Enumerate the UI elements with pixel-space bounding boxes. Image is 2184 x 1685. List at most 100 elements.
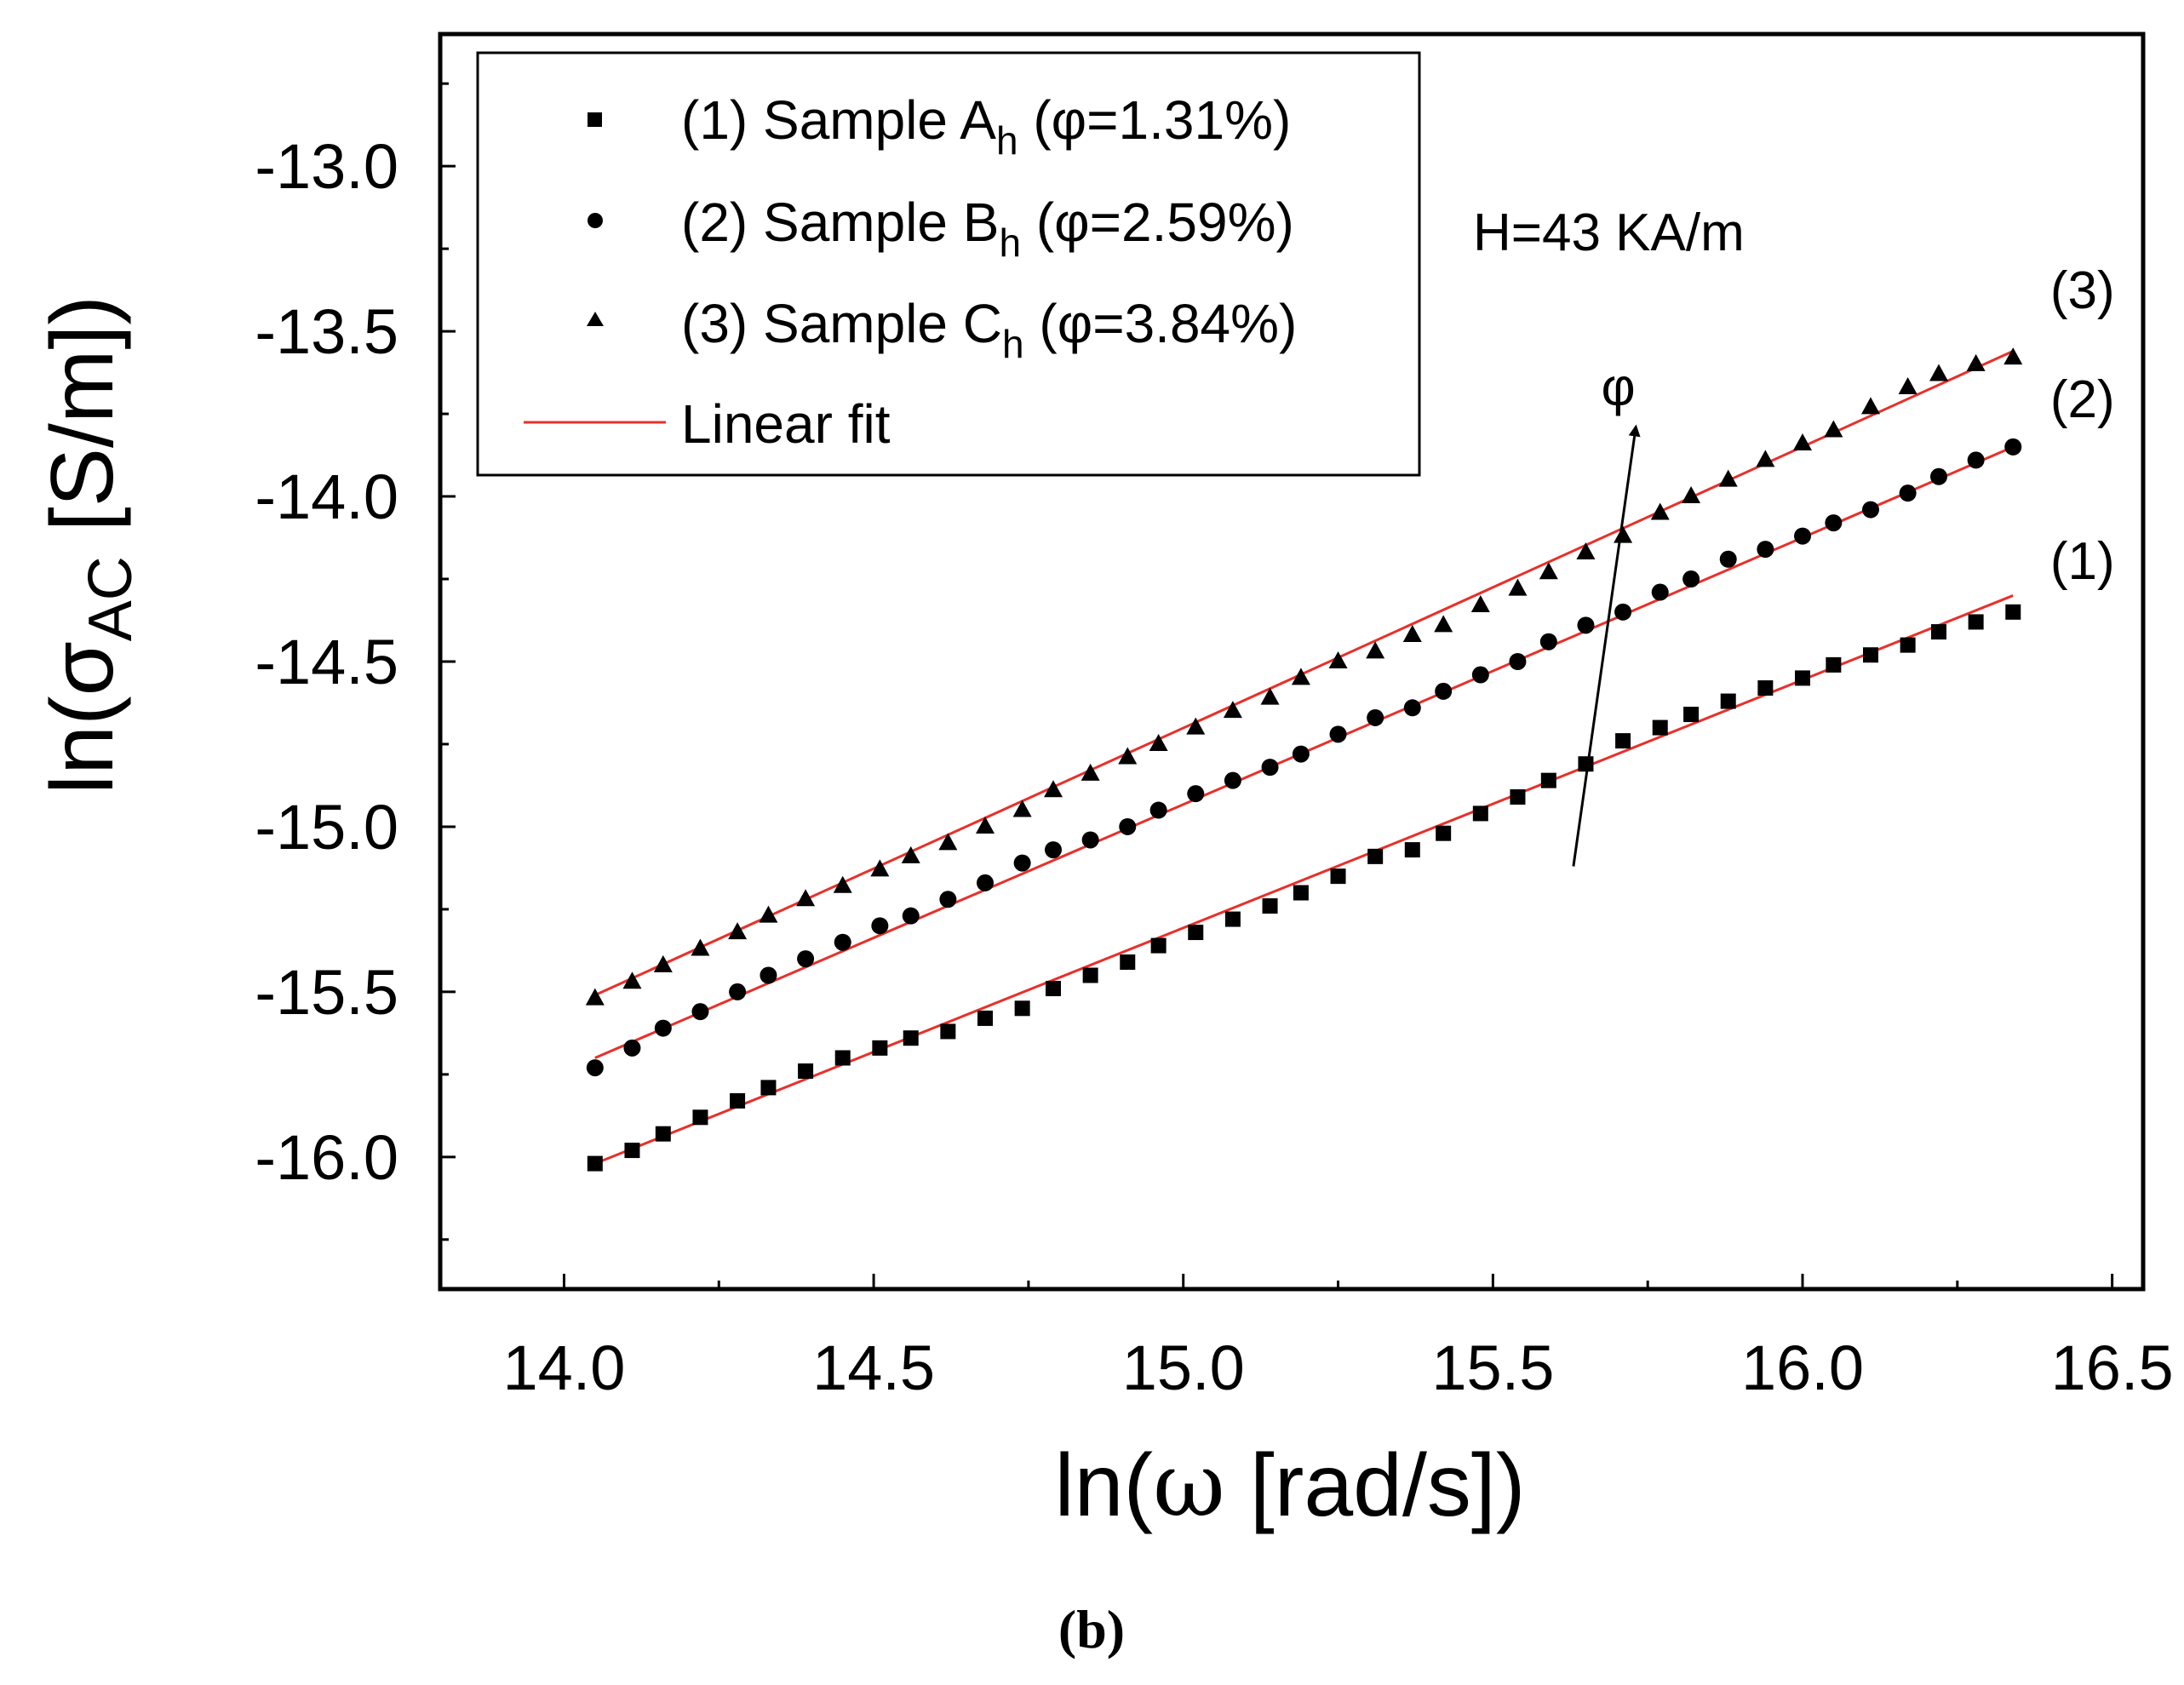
series-1-point — [1795, 670, 1810, 686]
legend-entry-4-prefix: Linear fit — [681, 393, 891, 455]
x-axis-title-symbol: ω — [1153, 1433, 1225, 1537]
y-axis-title-suffix: [S/m]) — [33, 295, 132, 556]
series-2-point — [1045, 841, 1062, 859]
curve-label-2: (2) — [2050, 370, 2115, 429]
series-2-point — [1899, 484, 1917, 502]
series-1-point — [1968, 614, 1984, 630]
series-3-point — [870, 859, 890, 877]
series-2-point — [729, 983, 747, 1000]
series-3-point — [1966, 353, 1986, 371]
legend-entry-1-prefix: (1) Sample A — [681, 89, 996, 151]
series-3-point — [1149, 733, 1168, 751]
series-2-point — [1471, 666, 1489, 684]
series-2-point — [1825, 514, 1843, 532]
legend-entry-3-suffix: (φ=3.84%) — [1024, 293, 1298, 354]
series-2-point — [1794, 527, 1811, 545]
series-2-point — [1577, 616, 1595, 634]
series-3-point — [1682, 486, 1701, 504]
legend-entry-3-sub: h — [1002, 322, 1024, 366]
series-3-point — [976, 816, 995, 834]
series-2-point — [1403, 699, 1421, 717]
series-2-point — [760, 966, 777, 984]
x-tick-label: 14.5 — [812, 1333, 935, 1403]
series-1-point — [1683, 707, 1700, 723]
series-3-point — [691, 938, 710, 956]
series-1-point — [655, 1126, 671, 1142]
series-1-point — [834, 1050, 851, 1066]
series-2-point — [977, 874, 994, 891]
series-3-point — [1824, 420, 1843, 438]
series-3-point — [1434, 615, 1453, 633]
series-3-point — [1081, 763, 1100, 781]
axis-ticks — [440, 82, 2114, 1289]
series-3-point — [1861, 397, 1880, 415]
series-2-point — [1187, 785, 1205, 803]
series-3-point — [622, 971, 642, 989]
x-tick-label: 16.5 — [2051, 1333, 2174, 1403]
series-2-point — [1719, 550, 1737, 568]
legend-entry-2: (2) Sample Bh (φ=2.59%) — [681, 192, 1294, 265]
series-3-point — [1223, 701, 1242, 719]
x-axis-title-prefix: ln( — [1055, 1436, 1154, 1535]
series-3-point — [1508, 578, 1528, 596]
series-2-point — [1013, 854, 1031, 872]
legend-entry-2-suffix: (φ=2.59%) — [1021, 192, 1294, 253]
y-axis-title: ln(σAC [S/m]) — [33, 295, 145, 794]
series-3-point — [1470, 595, 1490, 613]
series-1-point — [1578, 756, 1594, 772]
series-1-point — [1293, 885, 1309, 901]
series-2-point — [1614, 603, 1632, 621]
series-3-point — [585, 988, 605, 1006]
phi-arrow-label: φ — [1602, 358, 1636, 416]
curve-label-3: (3) — [2050, 261, 2115, 320]
series-2-point — [623, 1039, 641, 1057]
field-annotation: H=43 KA/m — [1473, 203, 1745, 262]
series-3-point — [1328, 651, 1348, 668]
series-1-point — [1931, 624, 1946, 640]
legend-entry-1: (1) Sample Ah (φ=1.31%) — [681, 89, 1291, 163]
series-2-point — [1757, 541, 1774, 559]
series-1-point — [940, 1023, 956, 1040]
series-3-point — [2003, 347, 2023, 365]
y-tick-label: -16.0 — [255, 1122, 398, 1193]
series-3-point — [759, 905, 778, 923]
series-3-point — [1718, 469, 1738, 487]
series-1-point — [1014, 1000, 1030, 1017]
x-tick-label: 14.0 — [502, 1333, 625, 1403]
legend-marker-circle — [588, 213, 603, 228]
series-1-point — [1082, 967, 1098, 983]
series-1-point — [730, 1092, 746, 1109]
curve-label-1: (1) — [2050, 532, 2115, 591]
phi-arrow — [1572, 424, 1641, 867]
x-tick-label: 15.0 — [1122, 1333, 1245, 1403]
legend: (1) Sample Ah (φ=1.31%) (2) Sample Bh (φ… — [476, 51, 1421, 477]
series-2-point — [1261, 759, 1279, 777]
series-1-point — [1367, 848, 1384, 864]
series-2-point — [1081, 831, 1099, 849]
series-3-point — [1539, 562, 1558, 580]
series-1-point — [1652, 719, 1668, 736]
series-2-point — [1435, 682, 1453, 700]
x-tick-label: 16.0 — [1741, 1333, 1864, 1403]
series-1-point — [760, 1080, 777, 1096]
series-2-point — [797, 950, 815, 968]
series-1-point — [1757, 680, 1774, 696]
legend-entry-1-sub: h — [996, 118, 1018, 163]
legend-entry-2-prefix: (2) Sample B — [681, 192, 999, 253]
series-1-point — [1046, 981, 1061, 997]
series-2-point — [1509, 653, 1527, 670]
series-1-point — [1510, 789, 1526, 805]
series-3-point — [1291, 668, 1310, 685]
series-3-point — [1650, 502, 1670, 520]
series-1-point — [1615, 733, 1631, 749]
series-1-point — [1863, 647, 1878, 663]
series-2-point — [902, 907, 920, 925]
series-1-point — [977, 1010, 993, 1026]
series-1-point — [1120, 954, 1136, 970]
legend-marker-triangle — [587, 312, 604, 326]
legend-entry-2-sub: h — [999, 221, 1021, 265]
series-3-point — [833, 875, 852, 893]
series-3-point — [1929, 364, 1948, 381]
series-3-point — [1186, 717, 1206, 735]
